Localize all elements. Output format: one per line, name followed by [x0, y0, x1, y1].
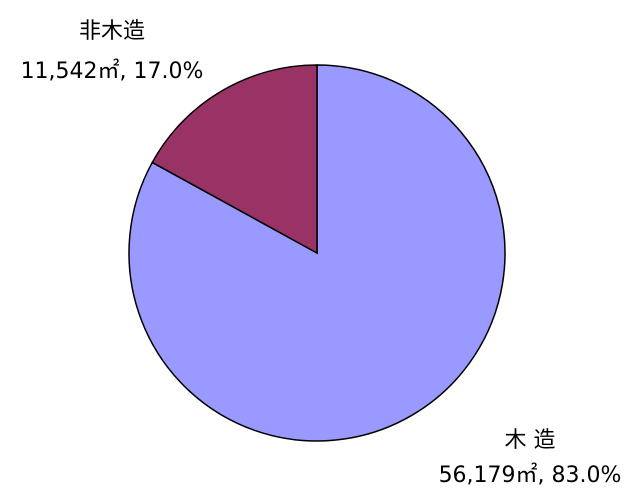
slice-value-label: 11,542㎡, 17.0%: [21, 58, 204, 84]
slice-category-label: 非木造: [79, 19, 145, 44]
pie-slice: [151, 64, 318, 255]
label-separator: ,: [120, 59, 134, 84]
slice-value-label: 56,179㎡, 83.0%: [439, 462, 622, 488]
percent-label: 83.0%: [552, 463, 622, 488]
area-label: 56,179㎡: [439, 462, 538, 488]
label-separator: ,: [538, 463, 552, 488]
slice-category-label: 木 造: [505, 428, 556, 453]
percent-label: 17.0%: [134, 59, 204, 84]
area-label: 11,542㎡: [21, 58, 120, 84]
